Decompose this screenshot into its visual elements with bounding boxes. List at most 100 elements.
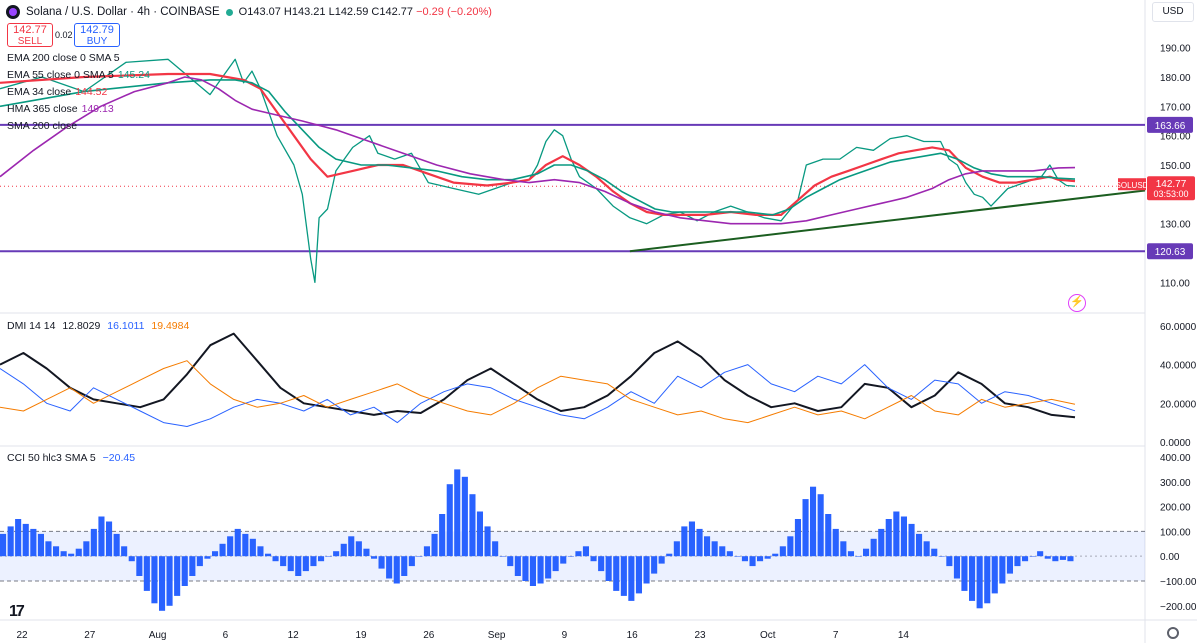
cci-bar (386, 556, 393, 579)
cci-bar (378, 556, 385, 569)
cci-bar (696, 528, 703, 557)
cci-bar (840, 541, 847, 557)
ohlc-change: −0.29 (−0.20%) (416, 6, 492, 18)
symbol-title[interactable]: Solana / U.S. Dollar · 4h · COINBASE (26, 6, 220, 18)
currency-selector[interactable]: USD (1152, 2, 1194, 22)
buy-label: BUY (86, 36, 108, 47)
cci-bar (454, 469, 461, 557)
cci-bar (136, 556, 143, 576)
cci-bar (257, 546, 264, 557)
cci-tick-label: 200.00 (1160, 503, 1191, 514)
cci-legend[interactable]: CCI 50 hlc3 SMA 5 −20.45 (7, 452, 135, 464)
ohlc-open: O143.07 (238, 6, 281, 18)
cci-bar (688, 521, 695, 557)
time-tick-label: 12 (288, 630, 300, 641)
dmi-adx-value: 12.8029 (62, 320, 101, 332)
cci-bar (90, 528, 97, 557)
cci-bar (711, 541, 718, 557)
cci-bar (439, 514, 446, 557)
indicator-legend-row[interactable]: EMA 200 close 0 SMA 5 (7, 52, 120, 64)
cci-bar (181, 556, 188, 586)
cci-bar (189, 556, 196, 576)
spread-value: 0.02 (55, 30, 73, 40)
cci-bar (75, 548, 82, 557)
cci-bar (143, 556, 150, 591)
cci-bar (0, 533, 7, 557)
tradingview-logo-icon[interactable]: 17 (9, 603, 25, 620)
cci-bar (469, 494, 476, 557)
dmi-legend[interactable]: DMI 14 14 12.8029 16.1011 19.4984 (7, 320, 189, 332)
cci-bar (552, 556, 559, 572)
buy-price: 142.79 (80, 24, 114, 36)
cci-bar (446, 484, 453, 557)
indicator-legend-row[interactable]: SMA 200 close (7, 120, 77, 132)
indicator-legend-row[interactable]: EMA 55 close 0 SMA 5 145.24 (7, 69, 150, 81)
indicator-legend-row[interactable]: EMA 34 close 144.52 (7, 86, 107, 98)
cci-bar (863, 548, 870, 557)
cci-bar (204, 556, 211, 559)
cci-bar (60, 551, 67, 557)
cci-bar (408, 556, 415, 567)
cci-bar (779, 546, 786, 557)
cci-tick-label: 300.00 (1160, 478, 1191, 489)
cci-bar (757, 556, 764, 562)
cci-bar (1006, 556, 1013, 574)
cci-bar (991, 556, 998, 594)
time-tick-label: Oct (760, 630, 776, 641)
time-tick-label: 19 (355, 630, 367, 641)
cci-bar (567, 556, 574, 557)
cci-bar (575, 551, 582, 557)
cci-bar (325, 556, 332, 557)
cci-bar (174, 556, 181, 596)
moving-average-line (0, 76, 1076, 225)
cci-bar (227, 536, 234, 557)
cci-bar (363, 548, 370, 557)
sell-button[interactable]: 142.77 SELL (7, 23, 53, 47)
buy-button[interactable]: 142.79 BUY (74, 23, 120, 47)
cci-bar (423, 546, 430, 557)
symbol-header[interactable]: Solana / U.S. Dollar · 4h · COINBASE O14… (6, 5, 492, 19)
cci-bar (401, 556, 408, 576)
indicator-value: 145.24 (117, 69, 150, 81)
cci-bar (651, 556, 658, 574)
cci-bar (893, 511, 900, 557)
cci-bar (794, 519, 801, 557)
cci-tick-label: 100.00 (1160, 527, 1191, 538)
cci-bar (817, 494, 824, 557)
ohlc-high: H143.21 (283, 6, 326, 18)
indicator-legend-row[interactable]: HMA 365 close 149.13 (7, 103, 114, 115)
cci-bar (590, 556, 597, 562)
cci-bar (749, 556, 756, 567)
cci-bar (802, 499, 809, 557)
dmi-tick-label: 60.0000 (1160, 322, 1197, 333)
cci-bar (249, 538, 256, 557)
cci-bar (106, 521, 113, 557)
level-label: 120.63 (1155, 247, 1186, 258)
cci-bar (900, 516, 907, 557)
cci-bar (704, 536, 711, 557)
cci-bar (393, 556, 400, 584)
cci-bar (529, 556, 536, 586)
cci-bar (302, 556, 309, 572)
cci-bar (620, 556, 627, 596)
dmi-tick-label: 0.0000 (1160, 438, 1191, 449)
cci-bar (45, 541, 52, 557)
indicator-value: 144.52 (75, 86, 108, 98)
cci-bar (1052, 556, 1059, 562)
settings-icon[interactable] (1167, 627, 1179, 639)
cci-bar (810, 486, 817, 557)
price-tick-label: 190.00 (1160, 44, 1191, 55)
cci-bar (22, 523, 29, 557)
lightning-alert-icon[interactable]: ⚡ (1068, 294, 1086, 312)
cci-bar (265, 553, 272, 557)
cci-bar (219, 543, 226, 557)
indicator-label: EMA 55 close 0 SMA 5 (7, 69, 114, 81)
cci-bar (598, 556, 605, 572)
price-tick-label: 150.00 (1160, 161, 1191, 172)
dmi-series-line (0, 360, 1076, 424)
indicator-value: 149.13 (81, 103, 114, 115)
time-tick-label: Aug (149, 630, 167, 641)
cci-bar (855, 556, 862, 557)
cci-bar (121, 546, 128, 557)
